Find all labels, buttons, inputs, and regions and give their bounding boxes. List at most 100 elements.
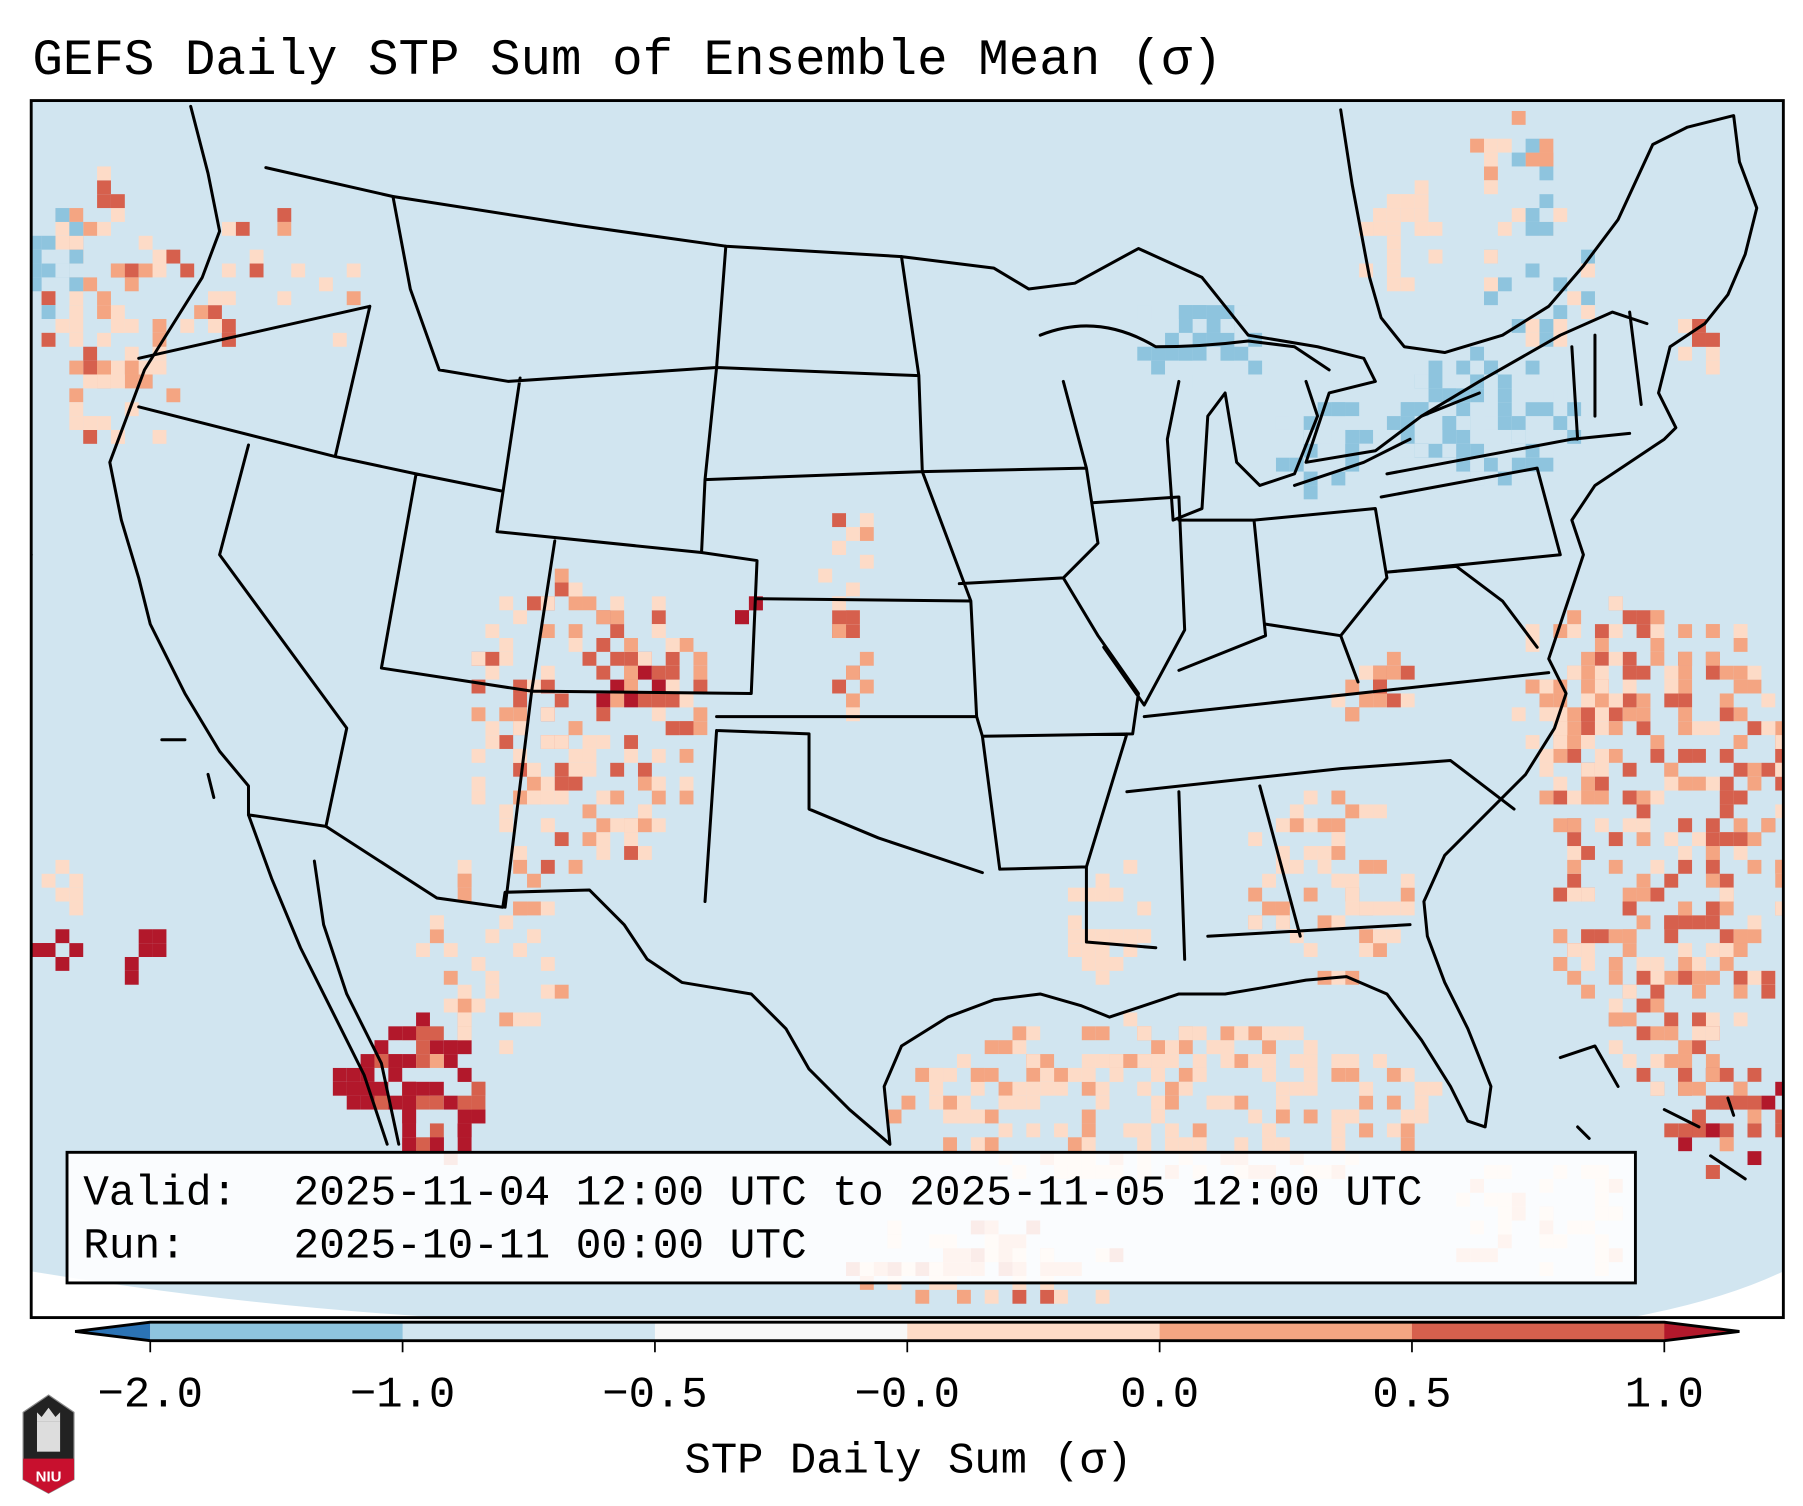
stp-cell <box>1636 693 1651 708</box>
stp-cell <box>1497 402 1512 417</box>
stp-cell <box>124 374 139 389</box>
stp-cell <box>1705 1123 1720 1138</box>
stp-cell <box>1123 929 1138 944</box>
stp-cell <box>1289 859 1304 874</box>
stp-cell <box>41 873 56 888</box>
stp-cell <box>1650 651 1665 666</box>
stp-cell <box>1275 1081 1290 1096</box>
stp-cell <box>1497 138 1512 153</box>
stp-cell <box>1026 1054 1041 1068</box>
info-box: Valid: 2025-11-04 12:00 UTC to 2025-11-0… <box>65 1150 1637 1285</box>
stp-cell <box>1095 943 1110 957</box>
stp-cell <box>735 610 749 625</box>
stp-cell <box>1414 443 1429 458</box>
stp-cell <box>346 1067 361 1082</box>
stp-cell <box>527 776 541 791</box>
stp-cell <box>1539 138 1554 153</box>
stp-cell <box>1067 1137 1082 1152</box>
stp-cell <box>318 277 333 292</box>
stp-cell <box>513 901 528 916</box>
stp-cell <box>1165 1123 1179 1138</box>
stp-cell <box>499 915 514 930</box>
stp-cell <box>1511 110 1526 125</box>
stp-cell <box>998 1123 1013 1138</box>
map-frame <box>29 99 1785 1320</box>
stp-cell <box>1289 804 1304 819</box>
stp-cell <box>554 832 569 847</box>
stp-cell <box>1539 388 1554 403</box>
stp-cell <box>1248 887 1263 902</box>
stp-cell <box>540 665 555 680</box>
stp-cell <box>1400 887 1415 902</box>
stp-cell <box>832 540 847 555</box>
stp-cell <box>1137 305 1152 320</box>
colorbar-tick-label: −2.0 <box>98 1371 203 1421</box>
stp-cell <box>624 818 638 833</box>
stp-cell <box>485 929 500 944</box>
stp-cell <box>499 651 514 666</box>
stp-cell <box>1719 1137 1734 1152</box>
stp-cell <box>1553 776 1568 791</box>
stp-cell <box>1012 1095 1027 1110</box>
stp-cell <box>1608 651 1623 666</box>
stp-cell <box>1511 152 1526 167</box>
stp-cell <box>1705 1026 1720 1041</box>
stp-cell <box>693 665 708 680</box>
stp-cell <box>1761 721 1776 736</box>
stp-cell <box>69 943 84 957</box>
stp-cell <box>651 790 666 805</box>
stp-cell <box>1151 1054 1166 1068</box>
stp-cell <box>1137 1026 1152 1041</box>
stp-cell <box>69 416 84 430</box>
stp-cell <box>1262 901 1276 916</box>
stp-cell <box>1581 651 1595 666</box>
stp-cell <box>457 1012 472 1027</box>
stp-cell <box>1178 374 1193 389</box>
stp-cell <box>1761 1095 1776 1110</box>
stp-cell <box>1428 221 1443 236</box>
stp-cell <box>1594 707 1609 722</box>
stp-cell <box>41 263 56 278</box>
stp-cell <box>124 970 139 985</box>
stp-cell <box>624 638 638 652</box>
stp-cell <box>1026 1026 1041 1041</box>
stp-cell <box>1553 929 1568 944</box>
stp-cell <box>1525 638 1540 652</box>
stp-cell <box>443 970 458 985</box>
stp-cell <box>1040 1054 1055 1068</box>
stp-cell <box>693 721 708 736</box>
stp-cell <box>152 332 167 347</box>
stp-cell <box>1678 1137 1693 1152</box>
stp-cell <box>83 277 98 292</box>
stp-cell <box>513 846 528 860</box>
stp-cell <box>1539 790 1554 805</box>
stp-cell <box>1331 832 1346 847</box>
stp-cell <box>1012 1026 1027 1041</box>
stp-cell <box>1664 1026 1679 1041</box>
stp-cell <box>1525 735 1540 749</box>
stp-cell <box>1178 1081 1193 1096</box>
stp-cell <box>471 1095 486 1110</box>
stp-cell <box>513 707 528 722</box>
stp-cell <box>1789 804 1803 818</box>
stp-cell <box>1733 762 1748 777</box>
stp-cell <box>1608 998 1623 1013</box>
stp-cell <box>1178 1137 1193 1152</box>
stp-cell <box>249 263 264 278</box>
stp-cell <box>1553 956 1568 971</box>
stp-cell <box>1206 1095 1221 1110</box>
stp-cell <box>1719 804 1734 819</box>
stp-cell <box>208 291 222 306</box>
stp-cell <box>388 1054 403 1068</box>
stp-cell <box>1497 374 1512 389</box>
stp-cell <box>1567 402 1582 417</box>
stp-cell <box>41 235 56 250</box>
stp-cell <box>1331 402 1346 417</box>
stp-cell <box>457 1067 472 1082</box>
stp-cell <box>499 1012 514 1027</box>
stp-cell <box>984 1040 999 1055</box>
colorbar-segment <box>907 1322 1161 1341</box>
stp-cell <box>1373 929 1387 944</box>
stp-cell <box>1386 651 1401 666</box>
stp-cell <box>69 319 84 333</box>
